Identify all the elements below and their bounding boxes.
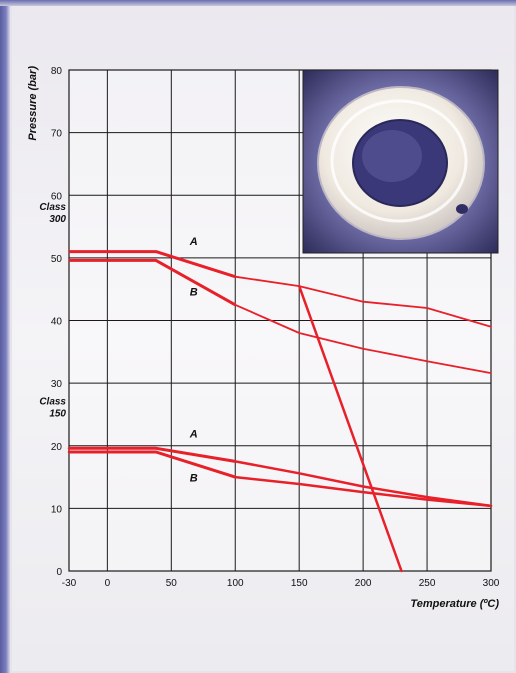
x-tick-label: 100	[227, 578, 244, 589]
y-tick-label: 40	[51, 317, 63, 328]
x-tick-label: 150	[291, 578, 308, 589]
series-line-segment	[69, 250, 236, 279]
y-tick-label: 0	[56, 567, 62, 578]
series-line-segment	[69, 450, 236, 479]
y-tick-label: 20	[51, 442, 63, 453]
series-label: B	[190, 472, 198, 484]
gasket-photo	[302, 69, 499, 254]
y-axis-title: Pressure (bar)	[27, 66, 39, 141]
plot-frame	[68, 69, 492, 572]
series-line-segment	[69, 258, 236, 307]
y-tick-label: 10	[51, 504, 63, 515]
series-line-segment	[69, 446, 236, 463]
x-tick-label: 250	[419, 578, 436, 589]
series-line	[297, 284, 403, 573]
series-label: A	[189, 428, 198, 440]
top-border	[0, 0, 516, 6]
series-label: B	[190, 286, 198, 298]
x-tick-label: 200	[355, 578, 372, 589]
y-tick-label: 70	[51, 129, 63, 140]
y-tick-label: 60	[51, 191, 63, 202]
y-tick-label: 50	[51, 254, 63, 265]
x-axis-title: Temperature (ºC)	[410, 598, 499, 610]
y-tick-label: 30	[51, 379, 63, 390]
x-tick-label: 300	[483, 578, 500, 589]
y-tick-label: 80	[51, 66, 63, 77]
x-tick-label: 50	[166, 578, 178, 589]
series-label: A	[189, 236, 198, 248]
left-border	[0, 0, 10, 673]
x-tick-label: -30	[62, 578, 77, 589]
x-tick-label: 0	[105, 578, 111, 589]
class-label: Class 300	[39, 202, 66, 225]
class-label: Class 150	[39, 396, 66, 419]
